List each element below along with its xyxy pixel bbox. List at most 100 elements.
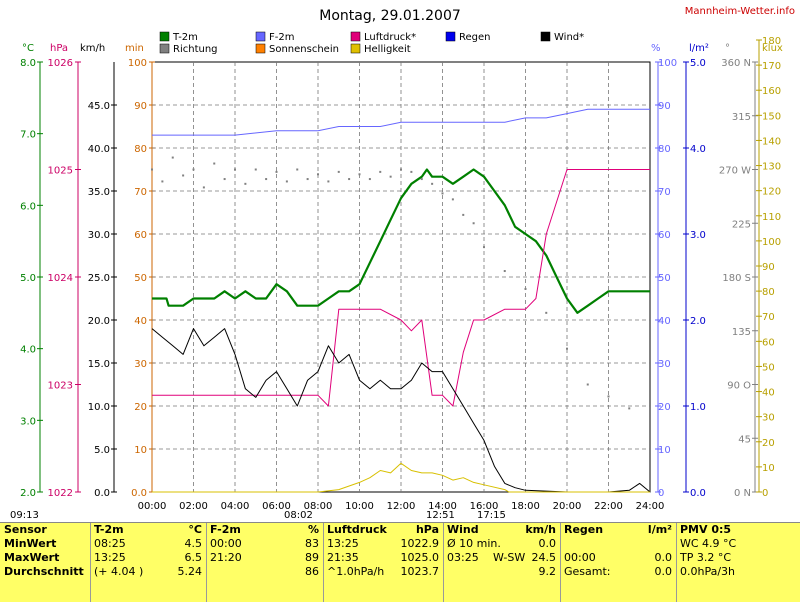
direction-axis-tick-label: 90 O <box>727 381 751 392</box>
x-tick-label: 00:00 <box>138 501 167 510</box>
pmv-header: PMV 0:5 <box>680 523 732 536</box>
pressure-axis-tick-label: 1022 <box>48 488 73 499</box>
pressure-axis-tick-label: 1023 <box>48 381 73 392</box>
time-marker-1: 08:02 <box>284 510 313 521</box>
legend-swatch <box>159 31 170 42</box>
stats-pmv-col: PMV 0:5 WC 4.9 °C TP 3.2 °C 0.0hPa/3h <box>676 523 800 602</box>
hum-max-value: 89 <box>305 551 319 564</box>
minutes-axis-tick-label: 0.0 <box>131 488 147 499</box>
pressure-unit: hPa <box>50 43 68 54</box>
direction-point <box>503 270 506 273</box>
direction-point <box>483 246 485 249</box>
time-marker-2: 12:51 <box>426 510 455 521</box>
direction-point <box>171 156 174 159</box>
series <box>151 108 651 493</box>
hum-min-value: 83 <box>305 537 319 550</box>
wind-avg-label: Ø 10 min. <box>447 537 501 550</box>
klux-axis-tick-label: 70 <box>762 312 775 323</box>
legend-label: Helligkeit <box>364 44 411 55</box>
wind-unit: km/h <box>80 43 105 54</box>
x-tick-label: 02:00 <box>179 501 208 510</box>
legend-label: F-2m <box>269 32 294 43</box>
pmv-windchill: WC 4.9 °C <box>680 537 737 550</box>
hum-max-time: 21:20 <box>210 551 242 564</box>
stats-wind-col: Wind km/h Ø 10 min. 0.0 03:25 W-SW 24.5 9.2 <box>443 523 561 602</box>
direction-point <box>451 198 454 201</box>
row-label-avg: Durchschnitt <box>4 565 84 578</box>
direction-point <box>586 383 589 386</box>
wind-max-time: 03:25 <box>447 551 479 564</box>
wind-axis-tick-label: 25.0 <box>88 273 110 284</box>
direction-point <box>234 168 236 171</box>
minutes-axis-tick-label: 60 <box>134 230 147 241</box>
legend-label: T-2m <box>172 32 198 43</box>
klux-axis-tick-label: 140 <box>762 136 781 147</box>
direction-point <box>182 174 185 177</box>
rain-axis-tick-label: 5.0 <box>690 58 706 69</box>
direction-point <box>244 182 247 185</box>
direction-point <box>566 347 568 350</box>
row-label-max: MaxWert <box>4 551 60 564</box>
wind-current-value: 0.0 <box>538 537 557 550</box>
wind-axis-tick-label: 30.0 <box>88 230 110 241</box>
humidity-axis-tick-label: 10 <box>658 445 671 456</box>
humidity-axis-tick-label: 30 <box>658 359 671 370</box>
axes: 00:00 02:00 04:00 06:00 08:00 10:00 12:00 14:00… <box>20 36 781 510</box>
direction-point <box>431 182 434 185</box>
direction-point <box>545 311 548 314</box>
temp-unit: °C <box>22 43 34 54</box>
direction-point <box>317 173 319 176</box>
direction-point <box>223 178 226 181</box>
sensor-header: Sensor <box>4 523 47 536</box>
x-tick-label: 24:00 <box>636 501 665 510</box>
temp-min-value: 4.5 <box>184 537 203 550</box>
klux-axis-tick-label: 180 <box>762 36 781 47</box>
rain-axis-tick-label: 1.0 <box>690 402 706 413</box>
direction-point <box>285 180 288 183</box>
klux-axis-tick-label: 30 <box>762 413 775 424</box>
klux-axis-tick-label: 10 <box>762 463 775 474</box>
temp-max-value: 6.5 <box>184 551 203 564</box>
humidity-unit: % <box>651 43 661 54</box>
legend-label: Sonnenschein <box>269 44 339 55</box>
direction-point <box>327 180 330 183</box>
series-line <box>151 328 651 493</box>
klux-axis-tick-label: 150 <box>762 111 781 122</box>
klux-axis-tick-label: 0 <box>762 488 768 499</box>
minutes-axis-tick-label: 100 <box>128 58 147 69</box>
legend-label: Luftdruck* <box>364 32 416 43</box>
humidity-axis-tick-label: 70 <box>658 187 671 198</box>
site-link[interactable]: Mannheim-Wetter.info <box>685 6 795 17</box>
hum-unit-label: % <box>307 523 319 536</box>
pmv-pressure-trend: 0.0hPa/3h <box>680 565 736 578</box>
direction-point <box>368 178 371 181</box>
press-unit-label: hPa <box>415 523 439 536</box>
rain-axis-tick-label: 2.0 <box>690 316 706 327</box>
temp-min-time: 08:25 <box>94 537 126 550</box>
rain-unit: l/m² <box>689 43 709 54</box>
wind-max-direction: W-SW <box>493 551 526 564</box>
direction-point <box>202 186 205 189</box>
x-tick-label: 14:00 <box>428 501 457 510</box>
humidity-axis-tick-label: 40 <box>658 316 671 327</box>
series-line <box>152 168 650 314</box>
weather-chart: Montag, 29.01.2007 Mannheim-Wetter.info … <box>20 6 795 510</box>
direction-point <box>275 170 278 173</box>
direction-point <box>462 213 465 216</box>
press-max-time: 21:35 <box>327 551 359 564</box>
wind-avg-value: 9.2 <box>538 565 557 578</box>
x-tick-label: 10:00 <box>345 501 374 510</box>
legend-swatch <box>350 31 361 42</box>
minutes-axis-tick-label: 10 <box>134 445 147 456</box>
pmv-dewpoint: TP 3.2 °C <box>680 551 732 564</box>
klux-axis-tick-label: 160 <box>762 86 781 97</box>
x-tick-label: 08:00 <box>304 501 333 510</box>
temp-avg-value: 5.24 <box>177 565 203 578</box>
stats-sensor-col: Sensor MinWert MaxWert Durchschnitt <box>0 523 91 602</box>
temp-axis-tick-label: 5.0 <box>20 273 36 284</box>
klux-axis-tick-label: 110 <box>762 212 781 223</box>
press-header: Luftdruck <box>327 523 387 536</box>
hum-avg-value: 86 <box>305 565 319 578</box>
direction-axis-tick-label: 270 W <box>719 166 751 177</box>
minutes-axis-tick-label: 40 <box>134 316 147 327</box>
